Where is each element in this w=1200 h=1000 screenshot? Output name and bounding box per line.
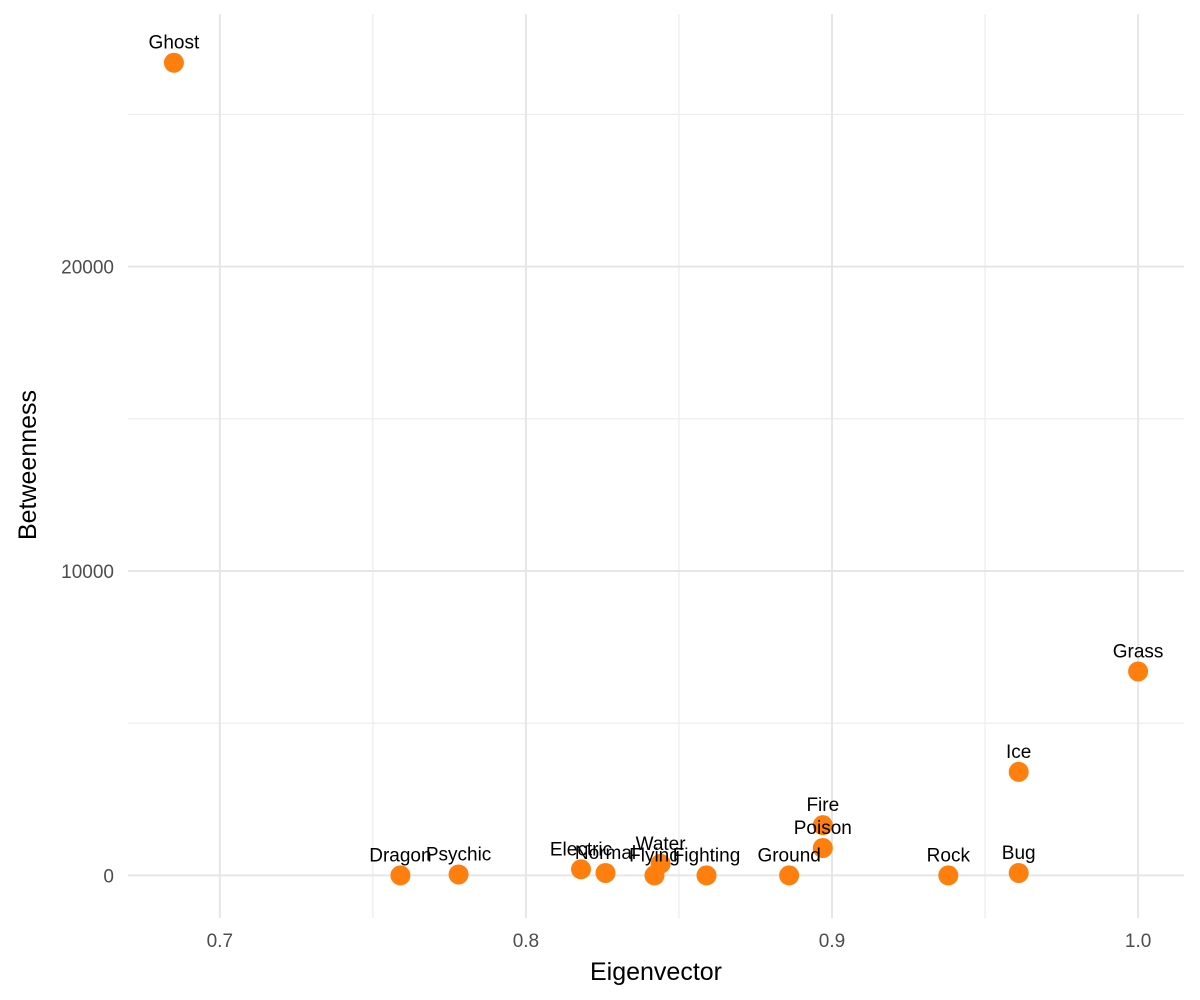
data-point-dragon bbox=[390, 865, 411, 886]
point-label-fighting: Fighting bbox=[673, 845, 741, 866]
point-label-ghost: Ghost bbox=[149, 33, 200, 54]
point-label-electric: Electric bbox=[550, 839, 612, 860]
data-points bbox=[163, 52, 1149, 886]
point-label-normal: Normal bbox=[575, 843, 636, 864]
x-tick-label: 0.9 bbox=[819, 931, 845, 952]
data-point-ice bbox=[1008, 761, 1029, 782]
point-label-ice: Ice bbox=[1006, 742, 1031, 763]
point-label-poison: Poison bbox=[794, 818, 852, 839]
data-point-ground bbox=[779, 865, 800, 886]
grid bbox=[128, 14, 1184, 918]
data-point-electric bbox=[571, 859, 592, 880]
data-point-water bbox=[650, 853, 671, 874]
y-tick-label: 0 bbox=[103, 866, 114, 887]
point-label-flying: Flying bbox=[629, 845, 680, 866]
data-point-grass bbox=[1128, 661, 1149, 682]
data-point-poison bbox=[812, 837, 833, 858]
point-label-ground: Ground bbox=[757, 845, 820, 866]
data-point-fire bbox=[812, 815, 833, 836]
axis-ticks: 0.7 0.8 0.9 1.0 0 10000 20000 bbox=[61, 258, 1151, 952]
x-tick-label: 0.7 bbox=[207, 931, 233, 952]
data-point-fighting bbox=[696, 865, 717, 886]
point-label-rock: Rock bbox=[927, 845, 971, 866]
y-tick-label: 20000 bbox=[61, 258, 114, 279]
y-axis-title: Betweenness bbox=[14, 390, 42, 540]
y-tick-label: 10000 bbox=[61, 562, 114, 583]
data-point-normal bbox=[595, 862, 616, 883]
data-point-ghost bbox=[163, 52, 184, 73]
x-tick-label: 0.8 bbox=[513, 931, 539, 952]
data-point-rock bbox=[938, 865, 959, 886]
point-label-dragon: Dragon bbox=[369, 845, 431, 866]
point-label-grass: Grass bbox=[1113, 641, 1164, 662]
data-point-psychic bbox=[448, 864, 469, 885]
point-label-psychic: Psychic bbox=[426, 844, 491, 865]
point-label-water: Water bbox=[636, 834, 687, 855]
x-axis-title: Eigenvector bbox=[590, 958, 722, 986]
point-label-fire: Fire bbox=[806, 795, 839, 816]
x-tick-label: 1.0 bbox=[1125, 931, 1151, 952]
data-point-bug bbox=[1008, 862, 1029, 883]
point-label-bug: Bug bbox=[1002, 843, 1036, 864]
